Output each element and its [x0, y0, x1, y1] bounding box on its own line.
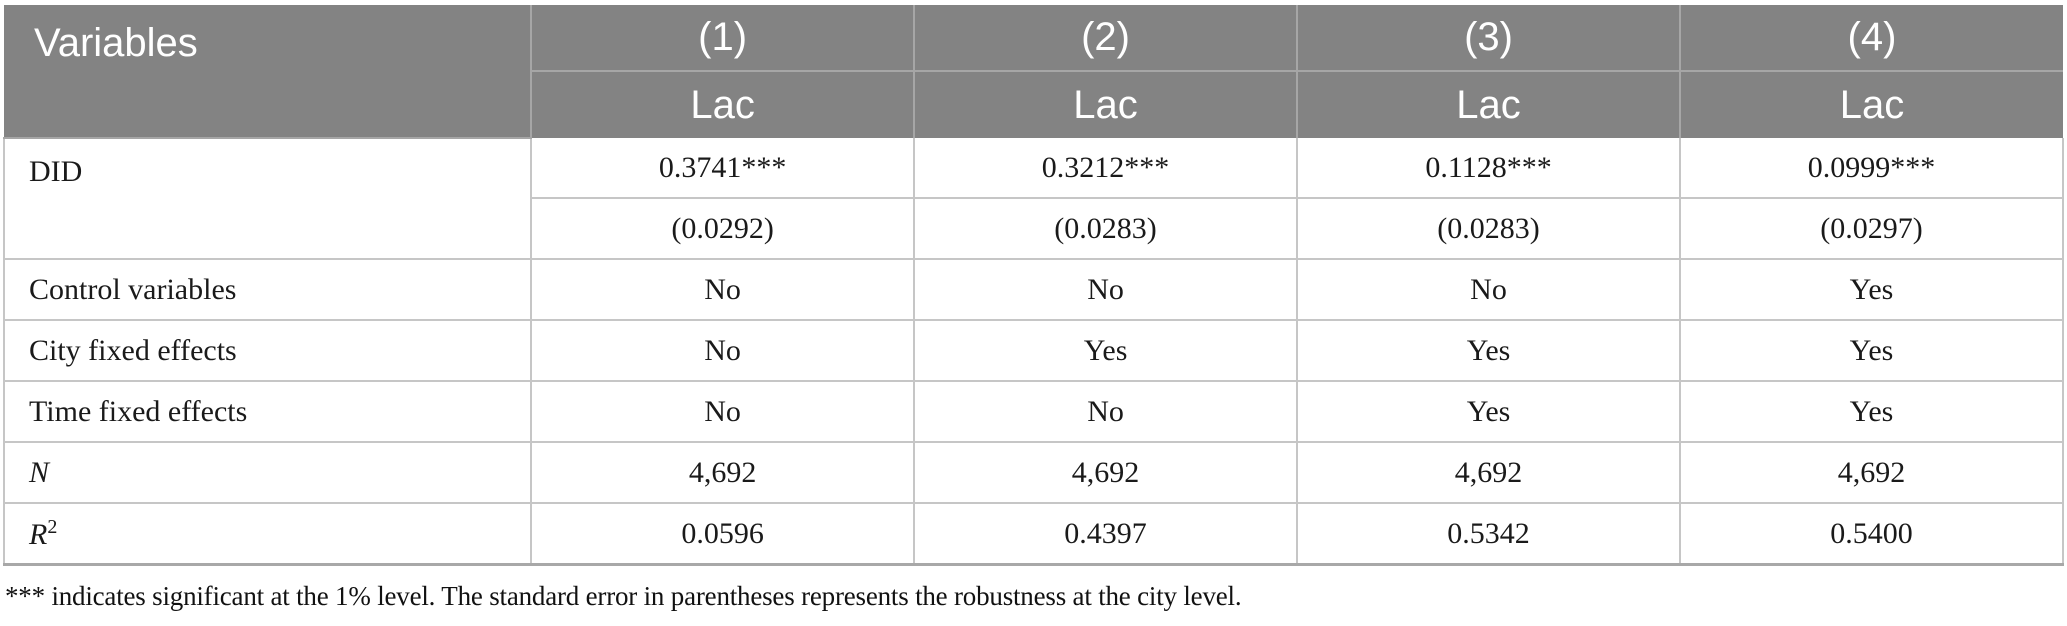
city-fe-2: Yes	[913, 319, 1299, 382]
row-observations: N 4,692 4,692 4,692 4,692	[2, 441, 2064, 504]
r-squared-3: 0.5342	[1296, 502, 1681, 566]
observations-2: 4,692	[913, 441, 1299, 504]
regression-results-table: Variables (1) (2) (3) (4) Lac Lac Lac La…	[2, 5, 2064, 566]
r-squared-base: R	[29, 517, 48, 551]
r-squared-2: 0.4397	[913, 502, 1299, 566]
table-header: Variables (1) (2) (3) (4) Lac Lac Lac La…	[4, 5, 2063, 139]
row-did-coefficients: DID 0.3741*** 0.3212*** 0.1128*** 0.0999…	[2, 138, 2064, 260]
did-label: DID	[2, 138, 533, 260]
header-model-4: (4)	[1679, 5, 2063, 72]
did-se-2: (0.0283)	[913, 197, 1299, 260]
city-fe-4: Yes	[1679, 319, 2064, 382]
r-squared-1: 0.0596	[530, 502, 916, 566]
observations-1: 4,692	[530, 441, 916, 504]
control-variables-label: Control variables	[2, 258, 533, 321]
r-squared-label: R2	[2, 502, 533, 566]
row-city-fixed-effects: City fixed effects No Yes Yes Yes	[2, 319, 2064, 382]
row-control-variables: Control variables No No No Yes	[2, 258, 2064, 321]
control-variables-1: No	[530, 258, 916, 321]
header-model-2: (2)	[913, 5, 1299, 72]
control-variables-2: No	[913, 258, 1299, 321]
time-fe-4: Yes	[1679, 380, 2064, 443]
time-fe-2: No	[913, 380, 1299, 443]
r-squared-4: 0.5400	[1679, 502, 2064, 566]
header-row-dep-vars: Lac Lac Lac Lac	[4, 70, 2063, 138]
did-coef-1: 0.3741***	[530, 138, 916, 199]
did-se-1: (0.0292)	[530, 197, 916, 260]
header-depvar-4: Lac	[1679, 70, 2063, 138]
row-did-std-errors: (0.0292) (0.0283) (0.0283) (0.0297)	[4, 197, 2064, 260]
header-model-3: (3)	[1296, 5, 1681, 72]
row-time-fixed-effects: Time fixed effects No No Yes Yes	[2, 380, 2064, 443]
control-variables-3: No	[1296, 258, 1681, 321]
time-fe-1: No	[530, 380, 916, 443]
observations-label: N	[2, 441, 533, 504]
header-row-model-numbers: Variables (1) (2) (3) (4)	[4, 5, 2063, 139]
did-coef-4: 0.0999***	[1679, 138, 2064, 199]
table-footnote: *** indicates significant at the 1% leve…	[5, 581, 1242, 611]
observations-3: 4,692	[1296, 441, 1681, 504]
observations-4: 4,692	[1679, 441, 2064, 504]
table-body: DID 0.3741*** 0.3212*** 0.1128*** 0.0999…	[2, 138, 2064, 566]
city-fe-3: Yes	[1296, 319, 1681, 382]
did-se-4: (0.0297)	[1679, 197, 2064, 260]
city-fe-1: No	[530, 319, 916, 382]
row-r-squared: R2 0.0596 0.4397 0.5342 0.5400	[2, 502, 2064, 566]
control-variables-4: Yes	[1679, 258, 2064, 321]
header-depvar-1: Lac	[531, 70, 916, 138]
header-variables: Variables	[4, 5, 533, 139]
city-fixed-effects-label: City fixed effects	[2, 319, 533, 382]
header-depvar-3: Lac	[1296, 70, 1681, 138]
did-se-3: (0.0283)	[1296, 197, 1681, 260]
r-squared-sup: 2	[47, 515, 58, 538]
time-fe-3: Yes	[1296, 380, 1681, 443]
did-coef-2: 0.3212***	[913, 138, 1299, 199]
did-coef-3: 0.1128***	[1296, 138, 1681, 199]
time-fixed-effects-label: Time fixed effects	[2, 380, 533, 443]
header-model-1: (1)	[530, 5, 916, 72]
header-depvar-2: Lac	[913, 70, 1299, 138]
